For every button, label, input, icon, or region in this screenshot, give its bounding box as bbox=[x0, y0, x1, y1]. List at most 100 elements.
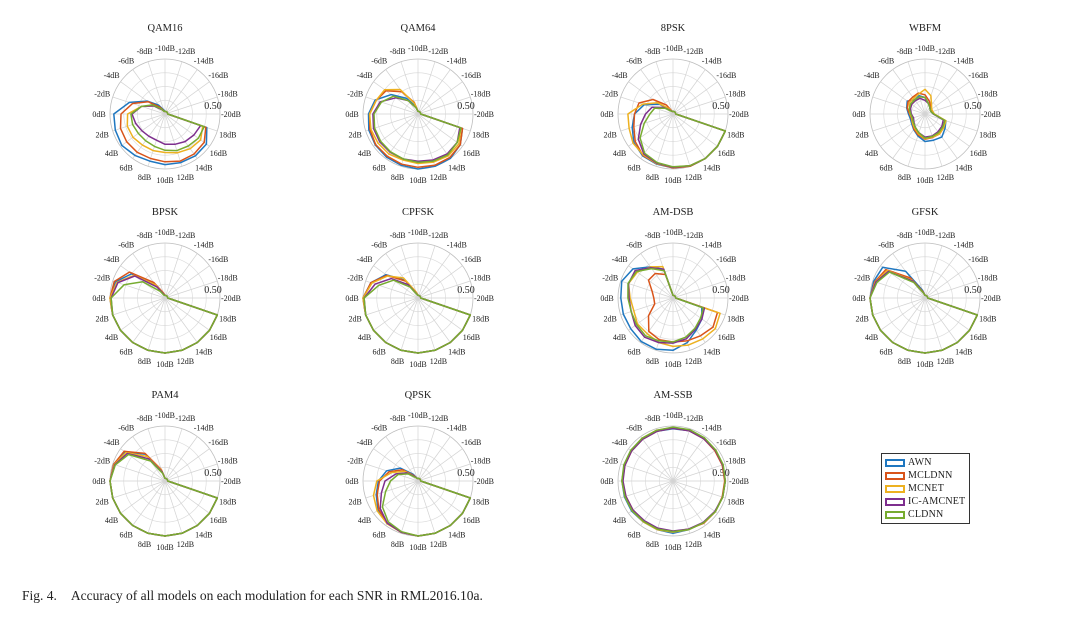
snr-label: -20dB bbox=[474, 110, 494, 119]
snr-label: 10dB bbox=[664, 360, 681, 369]
snr-label: -18dB bbox=[726, 274, 746, 283]
grid-spoke bbox=[672, 297, 718, 331]
snr-label: -6dB bbox=[371, 57, 387, 66]
snr-label: 18dB bbox=[219, 314, 236, 323]
radar-am-ssb: -10dB -12dB-14dB -16dB -18dB -20dB 18dB 16dB 14… bbox=[600, 390, 749, 552]
snr-label: -6dB bbox=[118, 241, 134, 250]
snr-label: -10dB bbox=[155, 411, 175, 420]
grid-spoke bbox=[120, 113, 166, 147]
snr-label: 16dB bbox=[463, 149, 480, 158]
snr-label: -14dB bbox=[447, 57, 467, 66]
grid-spoke bbox=[880, 113, 926, 147]
snr-label: -8dB bbox=[390, 231, 406, 240]
snr-label: -14dB bbox=[194, 57, 214, 66]
snr-label: 4dB bbox=[105, 516, 118, 525]
snr-label: 0dB bbox=[92, 110, 105, 119]
snr-label: -4dB bbox=[357, 255, 373, 264]
grid-spoke bbox=[620, 480, 674, 499]
snr-label: -6dB bbox=[878, 241, 894, 250]
snr-label: -8dB bbox=[137, 47, 153, 56]
snr-label: 4dB bbox=[358, 516, 371, 525]
grid-spoke bbox=[164, 113, 198, 159]
grid-spoke bbox=[655, 113, 674, 167]
panel-title: AM-SSB bbox=[653, 390, 692, 401]
grid-spoke bbox=[385, 113, 419, 159]
snr-label: 4dB bbox=[865, 149, 878, 158]
legend-swatch bbox=[885, 484, 905, 493]
snr-label: 18dB bbox=[219, 497, 236, 506]
snr-label: -14dB bbox=[702, 241, 722, 250]
grid-spoke bbox=[672, 480, 691, 534]
snr-label: -16dB bbox=[461, 255, 481, 264]
grid-spoke bbox=[417, 297, 451, 343]
snr-label: 16dB bbox=[718, 516, 735, 525]
snr-label: 16dB bbox=[463, 333, 480, 342]
snr-label: 6dB bbox=[628, 347, 641, 356]
snr-label: -6dB bbox=[118, 57, 134, 66]
grid-spoke bbox=[672, 480, 718, 514]
grid-spoke bbox=[400, 428, 419, 482]
grid-spoke bbox=[417, 113, 463, 147]
radar-bpsk: -10dB -12dB-14dB -16dB -18dB -20dB 18dB 16dB 14… bbox=[92, 207, 241, 369]
snr-label: -12dB bbox=[175, 414, 195, 423]
snr-label: -14dB bbox=[702, 57, 722, 66]
grid-spoke bbox=[164, 297, 198, 343]
radar-cpfsk: -10dB -12dB-14dB -16dB -18dB -20dB 18dB 16dB 14… bbox=[345, 207, 494, 369]
radial-label: 0.50 bbox=[712, 468, 730, 479]
grid-spoke bbox=[164, 280, 218, 299]
snr-label: -4dB bbox=[104, 71, 120, 80]
grid-spoke bbox=[164, 265, 210, 299]
snr-label: -14dB bbox=[954, 57, 974, 66]
snr-label: -18dB bbox=[471, 274, 491, 283]
snr-label: -16dB bbox=[716, 71, 736, 80]
snr-label: 14dB bbox=[955, 163, 972, 172]
snr-label: 12dB bbox=[177, 173, 194, 182]
grid-spoke bbox=[164, 480, 183, 534]
snr-label: 14dB bbox=[448, 163, 465, 172]
series-cldnn bbox=[110, 281, 219, 354]
snr-label: -16dB bbox=[208, 71, 228, 80]
series-cldnn bbox=[639, 107, 727, 168]
grid-spoke bbox=[164, 297, 183, 351]
radial-label: 0.50 bbox=[204, 101, 222, 112]
snr-label: 10dB bbox=[409, 543, 426, 552]
snr-label: 10dB bbox=[409, 176, 426, 185]
snr-label: -12dB bbox=[683, 414, 703, 423]
grid-spoke bbox=[400, 297, 419, 351]
snr-label: 18dB bbox=[219, 130, 236, 139]
snr-label: -18dB bbox=[471, 90, 491, 99]
snr-label: 0dB bbox=[852, 294, 865, 303]
snr-label: 18dB bbox=[979, 130, 996, 139]
grid-spoke bbox=[164, 113, 183, 167]
snr-label: 10dB bbox=[409, 360, 426, 369]
snr-label: -8dB bbox=[897, 47, 913, 56]
snr-label: 8dB bbox=[391, 357, 404, 366]
grid-spoke bbox=[164, 480, 210, 514]
grid-spoke bbox=[417, 96, 471, 115]
snr-label: -6dB bbox=[626, 57, 642, 66]
legend: AWN MCLDNN MCNET IC-AMCNET CLDNN bbox=[881, 453, 971, 524]
grid-spoke bbox=[924, 297, 943, 351]
snr-label: 18dB bbox=[727, 314, 744, 323]
snr-label: -2dB bbox=[602, 274, 618, 283]
snr-label: -18dB bbox=[218, 457, 238, 466]
grid-spoke bbox=[112, 297, 166, 316]
snr-label: -2dB bbox=[347, 90, 363, 99]
snr-label: 18dB bbox=[727, 497, 744, 506]
snr-label: -14dB bbox=[447, 241, 467, 250]
grid-spoke bbox=[164, 436, 198, 482]
snr-label: -2dB bbox=[602, 90, 618, 99]
grid-spoke bbox=[400, 480, 419, 534]
legend-swatch bbox=[885, 471, 905, 480]
snr-label: -4dB bbox=[104, 438, 120, 447]
grid-spoke bbox=[164, 113, 210, 147]
grid-spoke bbox=[672, 81, 718, 115]
snr-label: 18dB bbox=[727, 130, 744, 139]
snr-label: -12dB bbox=[935, 231, 955, 240]
snr-label: -18dB bbox=[978, 90, 998, 99]
snr-label: 12dB bbox=[685, 357, 702, 366]
snr-label: -16dB bbox=[461, 438, 481, 447]
grid-spoke bbox=[620, 463, 674, 482]
radial-label: 0.50 bbox=[457, 468, 475, 479]
grid-spoke bbox=[147, 61, 166, 115]
